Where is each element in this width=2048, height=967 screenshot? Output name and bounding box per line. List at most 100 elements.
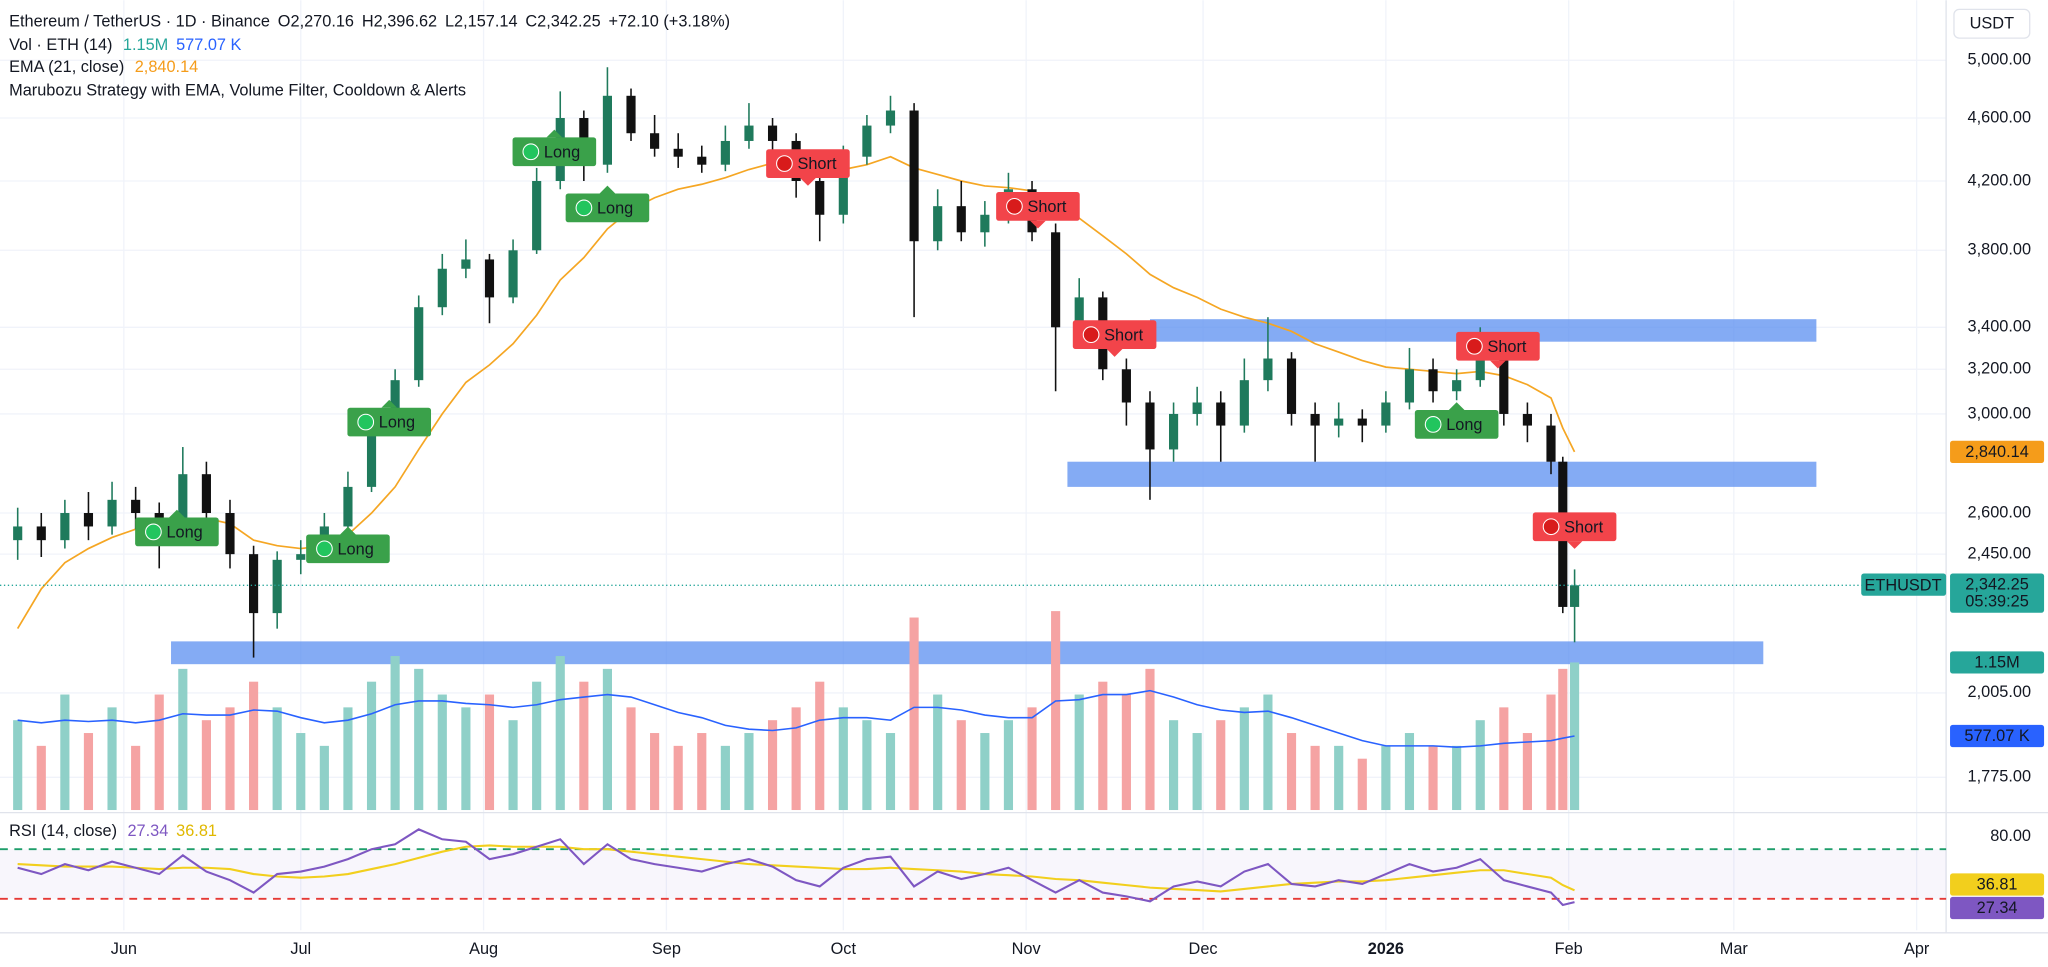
volume-bar [626, 707, 636, 811]
candle-body [1499, 347, 1509, 414]
change: +72.10 (+3.18%) [608, 13, 730, 31]
y-tick-label: 3,000.00 [1968, 404, 2032, 422]
candle-body [1381, 402, 1391, 426]
x-tick-label: Dec [1189, 940, 1218, 958]
zone [1067, 461, 1817, 487]
signal: Long [306, 526, 390, 564]
candle-body [1475, 347, 1485, 381]
volume-bar [815, 681, 825, 811]
candle-body [767, 125, 778, 141]
volume-bar [1216, 720, 1226, 811]
signal-pointer [1448, 402, 1465, 411]
currency-box [1953, 8, 2031, 39]
candle-body [1334, 418, 1344, 426]
candle-body [885, 110, 896, 126]
y-tick-label: 3,800.00 [1968, 241, 2032, 259]
candle-body [13, 526, 23, 541]
rsi-ma-badge: 36.81 [1977, 875, 2018, 893]
volume-bar [673, 745, 683, 811]
candle-body [1522, 413, 1532, 426]
candle-body [815, 180, 825, 215]
signal-label: Short [1027, 198, 1066, 216]
signal: Short [996, 191, 1080, 229]
candle-body [1192, 402, 1202, 414]
axis: Jun Jul Aug Sep Oct Nov Dec 2026 Feb Mar Apr 5,000.… [111, 8, 2045, 958]
candle-body [909, 110, 919, 242]
candle-body [602, 95, 612, 165]
signal-label: Long [544, 143, 580, 161]
legend-line: EMA (21, close) 2,840.14 [9, 58, 198, 76]
volume-bar [1381, 745, 1391, 811]
y-tick-label: 2,005.00 [1968, 683, 2032, 701]
candle-body [36, 526, 46, 541]
volume-bar [1357, 758, 1367, 811]
volume-bar [484, 694, 495, 811]
volume-bar [1098, 681, 1108, 811]
symbol: Ethereum / TetherUS · 1D · Binance [9, 13, 270, 31]
signal-label: Short [1564, 518, 1603, 536]
volume-bar [909, 617, 919, 811]
volume-bar [83, 733, 94, 811]
signal: Long [347, 399, 432, 437]
symbol-badge-bg [1861, 573, 1947, 596]
candle-body [414, 307, 424, 381]
volume-bar [60, 694, 70, 811]
volume-bar [1263, 694, 1273, 811]
signal-dot [316, 540, 333, 558]
signal-dot [776, 155, 793, 172]
ohlc-key: L [445, 13, 454, 31]
x-tick-label: 2026 [1368, 940, 1404, 958]
ema-name: EMA (21, close) [9, 58, 124, 76]
y-tick-label: 1,775.00 [1968, 768, 2032, 786]
volume-bar [1558, 668, 1568, 811]
signal: Long [135, 509, 219, 547]
volume-bar [1286, 733, 1297, 811]
candle-body [697, 156, 707, 165]
volume-ma-badge: 577.07 K [1964, 727, 2029, 745]
y-tick-label: 3,400.00 [1968, 318, 2032, 336]
candle-body [838, 156, 848, 215]
signal-dot [145, 523, 162, 541]
volume-bar [249, 681, 259, 811]
volume-badge: 1.15M [1974, 653, 2019, 671]
signal-dot [522, 143, 540, 161]
signal-dot [357, 413, 375, 431]
volume-bar [1404, 733, 1415, 811]
candle-body [1051, 232, 1061, 328]
signal-dot [575, 199, 593, 217]
candle-body [178, 474, 188, 527]
ohlc-value: 2,342.25 [537, 13, 601, 31]
signal-label: Long [1446, 416, 1482, 434]
volume-bar [650, 733, 660, 811]
candle-body [272, 559, 282, 614]
volume-bar [1475, 720, 1485, 811]
rsi-badge: 27.34 [1977, 899, 2018, 917]
ema-badge-bg [1950, 440, 2045, 463]
signal: Long [565, 185, 650, 223]
volume-bar [1239, 707, 1249, 811]
rsi-name: RSI (14, close) [9, 823, 117, 841]
legend-line: Ethereum / TetherUS · 1D · Binance O2,270… [9, 13, 730, 31]
y-tick-label: 4,200.00 [1968, 171, 2032, 189]
last-price-badge-bg [1950, 573, 2045, 613]
candle-body [673, 148, 683, 157]
signal: Short [1532, 512, 1617, 549]
candle-body [1263, 358, 1273, 381]
candle-body [1074, 297, 1084, 328]
volume-bar [1570, 662, 1580, 811]
candle-body [650, 133, 660, 149]
x-tick-label: Feb [1555, 940, 1583, 958]
signal-pointer [546, 129, 563, 138]
volume-bar [1027, 707, 1037, 811]
volume-bar [1074, 694, 1084, 811]
ohlc-value: 2,157.14 [454, 13, 518, 31]
volume-bar [1168, 720, 1179, 811]
volume-bar [1192, 733, 1202, 811]
volume-name: Vol · ETH (14) [9, 36, 112, 54]
candle-body [1570, 585, 1580, 607]
x-tick-label: Jul [290, 940, 311, 958]
legend-line: Marubozu Strategy with EMA, Volume Filte… [9, 82, 466, 100]
ohlc-key: O [278, 13, 291, 31]
candle-body [933, 206, 943, 242]
ema-badge: 2,840.14 [1965, 443, 2029, 461]
